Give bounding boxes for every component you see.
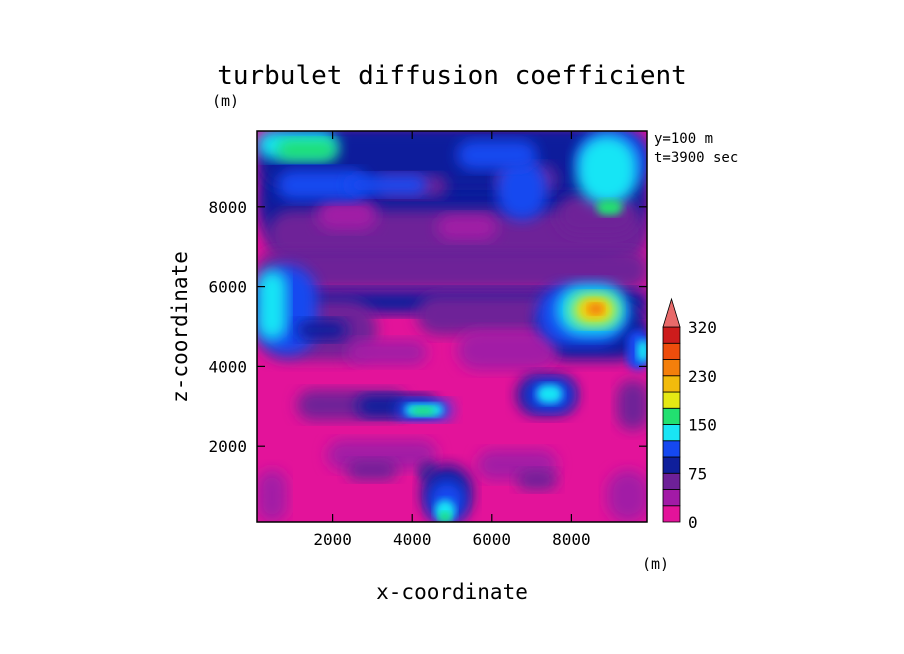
annotation-t: t=3900 sec: [654, 150, 738, 166]
contour-region: [277, 170, 367, 200]
contour-region: [412, 407, 434, 415]
x-tick-label: 4000: [393, 530, 432, 549]
contour-region: [537, 385, 562, 403]
contour-region: [597, 200, 622, 215]
colorbar-segment: [662, 489, 681, 507]
colorbar-segment: [662, 407, 681, 425]
colorbar-segment: [662, 326, 681, 344]
contour-region: [457, 330, 557, 370]
contour-region: [347, 460, 397, 480]
colorbar: 0 75 150 230 320: [662, 297, 717, 532]
y-axis-ticks: 2000 4000 6000 8000: [208, 198, 647, 456]
colorbar-tick-label: 150: [688, 416, 717, 435]
contour-region: [277, 140, 337, 160]
contour-field: [257, 131, 647, 522]
x-tick-label: 8000: [552, 530, 591, 549]
colorbar-extend-arrow: [662, 297, 681, 328]
y-axis-unit: (m): [212, 92, 239, 110]
contour-region: [347, 175, 427, 195]
contour-region: [257, 250, 647, 290]
contour-region: [347, 340, 427, 365]
contour-region: [497, 160, 547, 220]
x-axis-ticks: 2000 4000 6000 8000: [313, 131, 591, 549]
colorbar-tick-label: 230: [688, 367, 717, 386]
contour-region: [607, 470, 647, 522]
contour-region: [297, 320, 347, 340]
colorbar-tick-label: 0: [688, 513, 698, 532]
contour-region: [637, 340, 647, 362]
contour-region: [589, 304, 603, 314]
colorbar-segment: [662, 391, 681, 409]
annotation-y: y=100 m: [654, 131, 713, 147]
contour-region: [317, 200, 377, 230]
colorbar-segment: [662, 375, 681, 393]
colorbar-tick-label: 320: [688, 318, 717, 337]
colorbar-segment: [662, 472, 681, 490]
colorbar-segment: [662, 505, 681, 523]
x-tick-label: 2000: [313, 530, 352, 549]
x-tick-label: 6000: [473, 530, 512, 549]
x-axis-unit: (m): [642, 555, 669, 573]
contour-region: [257, 270, 287, 340]
chart-title: turbulet diffusion coefficient: [217, 61, 687, 91]
colorbar-segment: [662, 342, 681, 360]
contour-region: [437, 215, 497, 240]
y-tick-label: 6000: [208, 278, 247, 297]
colorbar-segment: [662, 359, 681, 377]
colorbar-segment: [662, 424, 681, 442]
contour-region: [417, 295, 557, 335]
y-axis-label: z-coordinate: [168, 251, 192, 403]
colorbar-tick-label: 75: [688, 464, 707, 483]
y-tick-label: 4000: [208, 357, 247, 376]
contour-region: [257, 470, 287, 522]
contour-region: [457, 140, 537, 170]
colorbar-segment: [662, 440, 681, 458]
x-axis-label: x-coordinate: [376, 580, 528, 604]
contour-region: [439, 512, 451, 522]
contour-region: [517, 470, 557, 490]
colorbar-segment: [662, 456, 681, 474]
plot-frame: [256, 130, 648, 523]
y-tick-label: 8000: [208, 198, 247, 217]
y-tick-label: 2000: [208, 437, 247, 456]
contour-region: [617, 380, 647, 430]
contour-region: [577, 135, 637, 205]
